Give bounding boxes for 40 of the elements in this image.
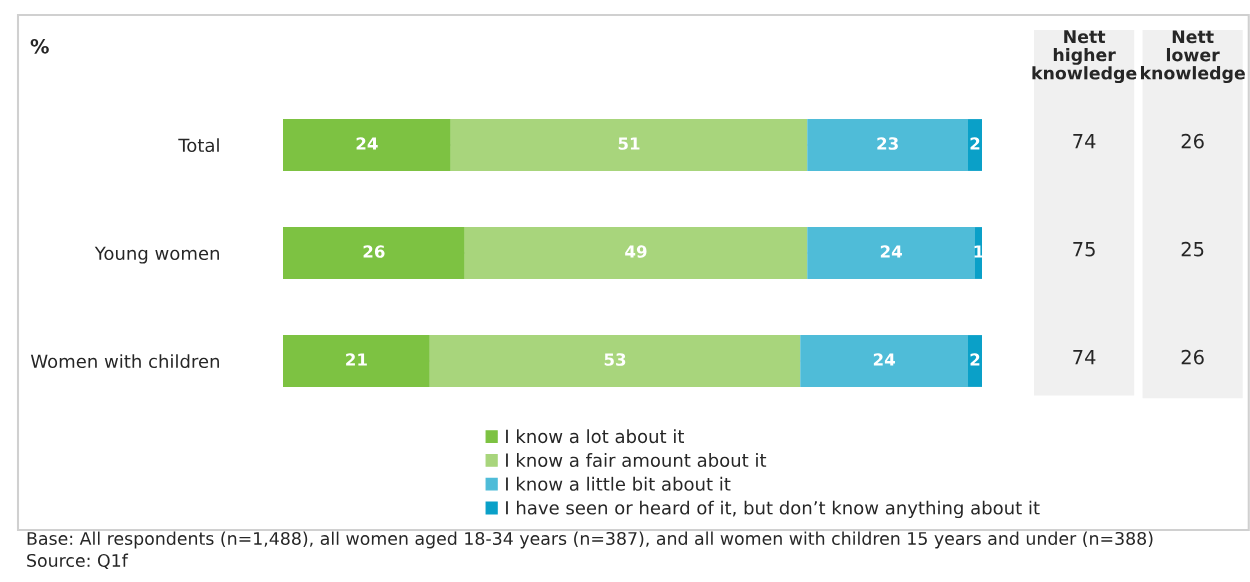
bar [968,119,982,171]
data-label: 24 [873,353,895,366]
bar [283,335,430,387]
bar [450,119,808,171]
bar [968,335,982,387]
bar [283,119,451,171]
data-label: 24 [880,245,902,258]
data-label: 2 [970,137,980,150]
text: 74 [1073,350,1096,365]
bar [807,119,969,171]
text: 74 [1073,134,1096,149]
y-tick-label: Total [178,138,219,153]
legend-label: I know a fair amount about it [506,453,767,468]
source-note: Source: Q1f [27,553,129,570]
data-label: 2 [970,353,980,366]
y-tick-label: Young women [94,246,219,264]
data-label: 51 [618,137,640,150]
text: % [30,38,49,54]
bar [283,227,465,279]
text: 26 [1181,133,1204,149]
bar [464,227,808,279]
legend-label: I have seen or heard of it, but don’t know anything about it [506,500,1040,519]
legend-label: I know a little bit about it [506,476,731,491]
data-label: 26 [363,245,385,258]
y-tick-label: Women with children [30,354,219,369]
bar [429,335,801,387]
bar [807,227,976,279]
text: Nett lower knowledge [1140,30,1245,84]
data-label: 23 [877,137,898,150]
text: Base: All respondents (n=1,488), all women aged 18-34 years (n=387), and all women with children 15 years and under (n=388) [27,531,1153,549]
legend-label: I know a lot about it [506,429,685,444]
text: 75 [1073,242,1095,257]
data-label: 53 [604,353,626,366]
bar [800,335,969,387]
data-label: 21 [346,353,367,366]
text: 25 [1181,241,1204,257]
data-label: 24 [356,137,378,150]
data-label: 49 [625,245,647,258]
text: 26 [1181,349,1204,365]
text: Nett higher knowledge [1032,30,1137,84]
